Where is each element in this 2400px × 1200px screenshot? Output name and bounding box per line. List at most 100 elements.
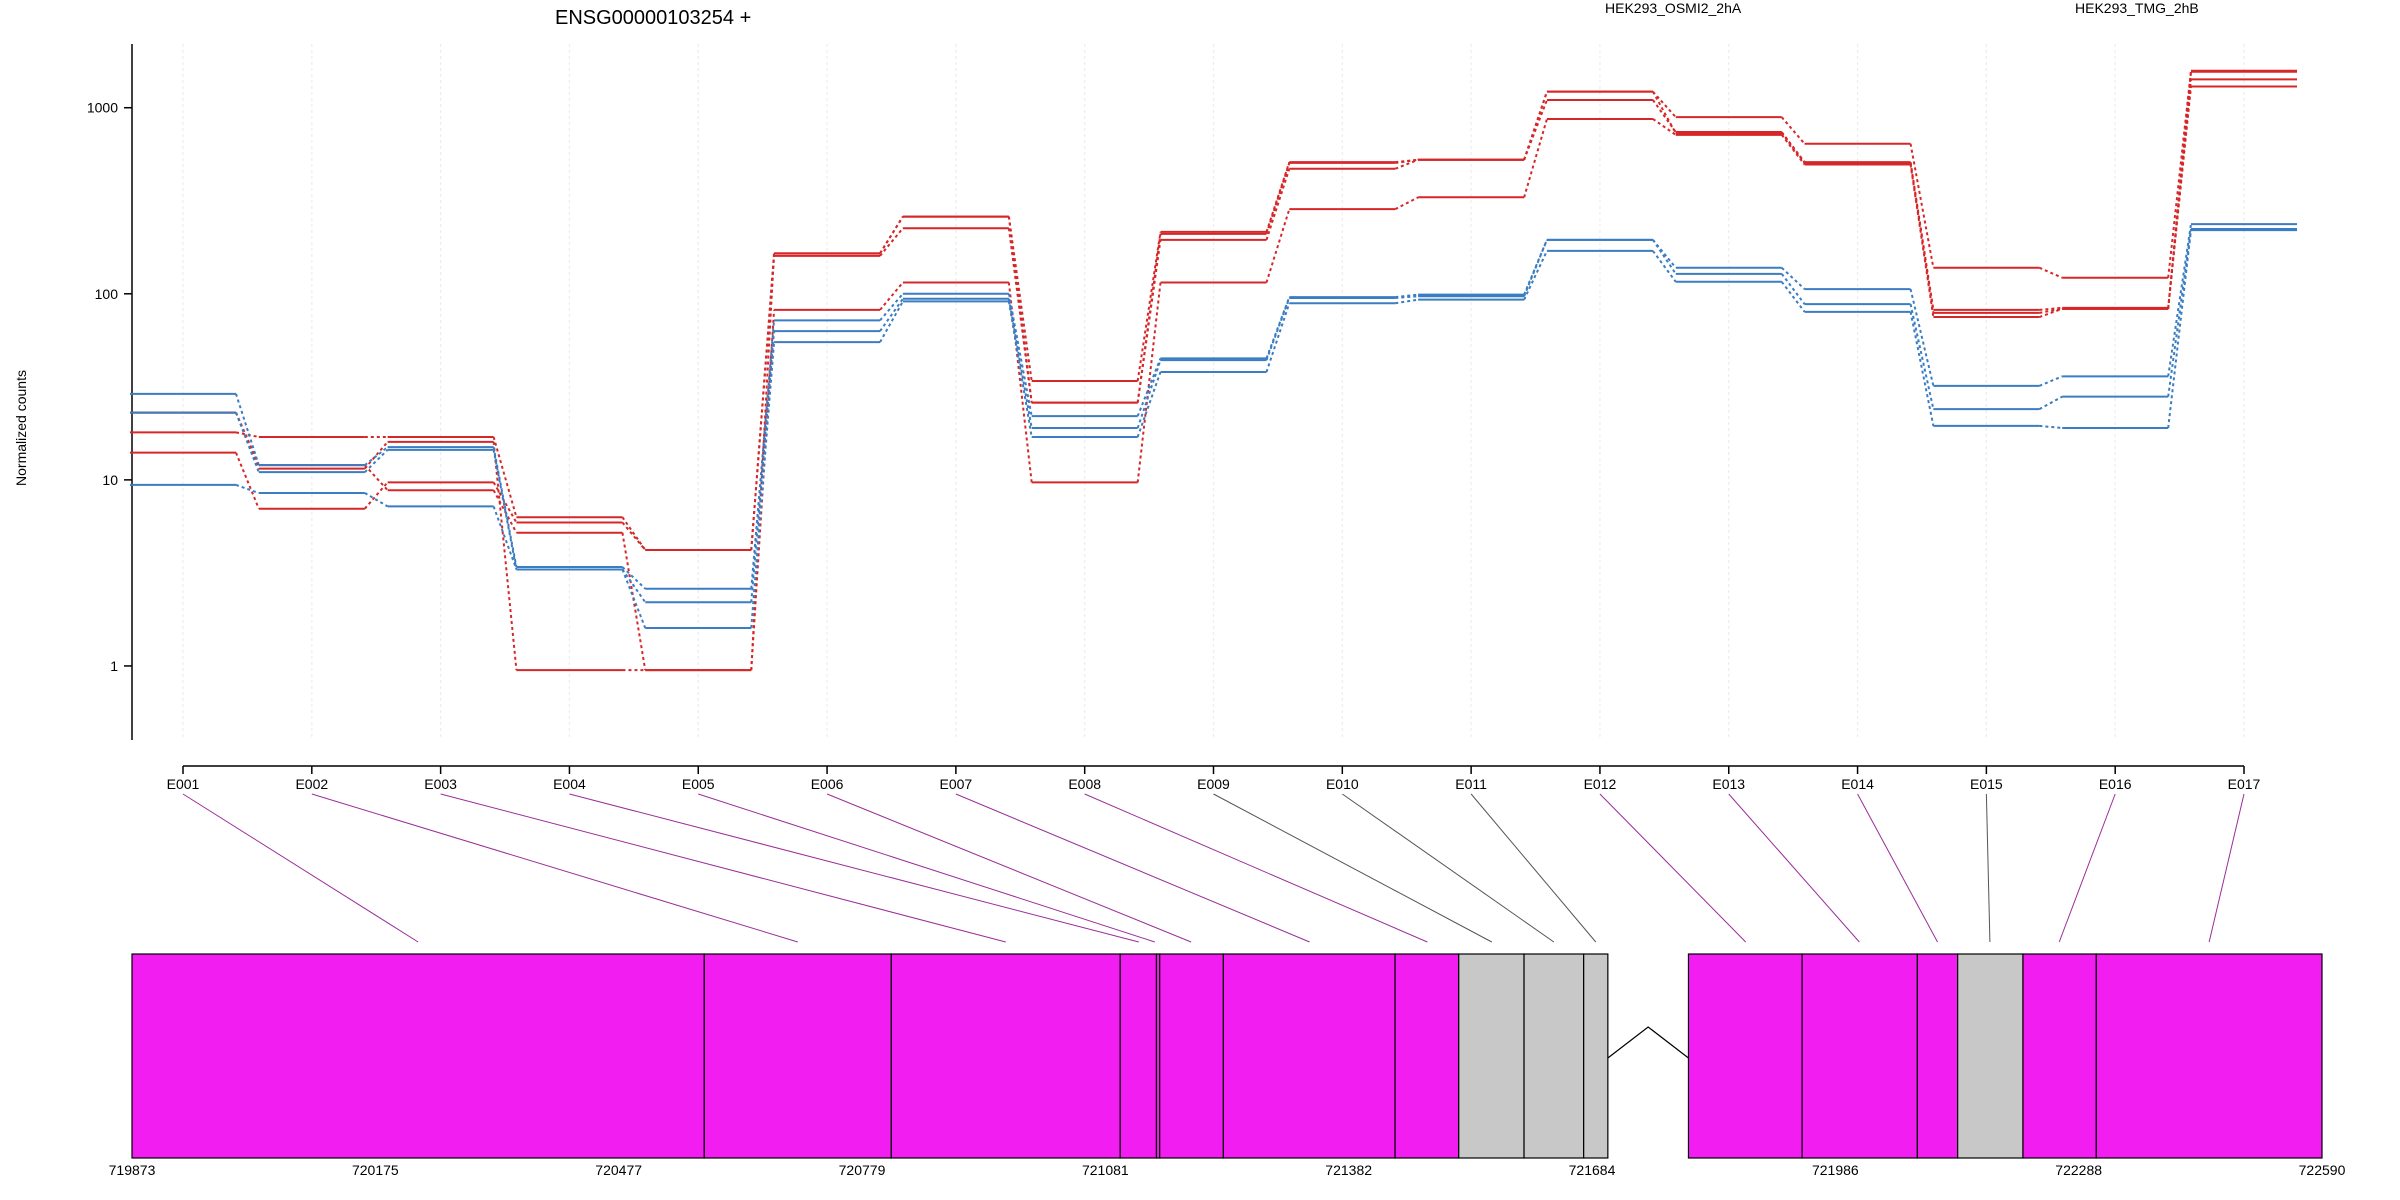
exon-connector [569,793,1139,943]
exon-connector [826,793,1192,943]
coordinate-label: 722288 [2055,1162,2102,1178]
series-connector [879,300,904,343]
series-connector [1265,168,1291,241]
series-connector [2167,223,2192,377]
series-connector [2167,71,2192,309]
series-connector [1652,99,1677,133]
series-connector [364,481,389,510]
series-connector [2039,424,2063,429]
coordinate-label: 719873 [109,1162,156,1178]
series-connector [2038,266,2063,279]
series-connector [1007,298,1033,429]
coordinate-label: 720175 [352,1162,399,1178]
y-tick-label: 1 [110,658,118,674]
series-connector [1652,250,1677,283]
coordinate-label: 720779 [839,1162,886,1178]
series-connector [1395,298,1419,305]
series-connector [1652,239,1677,269]
x-tick-label: E010 [1326,776,1359,792]
series-connector [621,516,647,551]
x-tick-label: E002 [295,776,328,792]
series-connector [492,481,518,524]
exon-block [1458,953,1525,1159]
series-connector [1652,91,1677,134]
coordinate-label: 721986 [1812,1162,1859,1178]
coordinate-axis: 719873 720175 720477 720779 721081 721382 7216… [109,1162,2346,1178]
series-connector [1265,302,1291,373]
y-tick-label: 10 [102,472,118,488]
series-connector [621,569,647,629]
exon-connector [1599,793,1747,943]
exon-connector [1084,793,1428,943]
series-connector [364,441,389,470]
series-line [130,85,2297,672]
x-tick-label: E003 [424,776,457,792]
exon-block [1583,953,1609,1159]
exon-block [1394,953,1460,1159]
exon-block [2022,953,2097,1159]
series-connector [621,566,646,590]
y-axis-label: Normalized counts [13,370,29,486]
series-connector [1265,297,1291,361]
series-connector [879,298,904,332]
x-tick-label: E001 [167,776,200,792]
series-connector [879,216,904,254]
exon-connector [1728,793,1860,943]
series-connector [2167,70,2192,278]
x-tick-label: E006 [811,776,844,792]
exon-connector [1857,793,1938,943]
x-tick-label: E009 [1197,776,1230,792]
series-connector [364,446,389,466]
legend-label-osmi2: HEK293_OSMI2_2hA [1605,0,1742,16]
x-tick-label: E015 [1970,776,2003,792]
series-connector [364,449,389,473]
series-connector [492,441,518,671]
series-connector [492,449,518,570]
series-connector [1007,293,1033,417]
series-connector [1780,273,1806,305]
series-connector [750,255,776,551]
y-axis: 1 10 100 1000 [87,44,133,740]
series-connector [1136,231,1162,382]
x-tick-label: E011 [1455,776,1487,792]
exon-block [1916,953,1959,1159]
exon-connector [955,793,1310,943]
x-tick-label: E004 [553,776,586,792]
series-connector [879,227,904,257]
exon-block [1801,953,1918,1159]
y-tick-label: 100 [95,286,119,302]
series-connector [621,521,647,551]
series-connector [1394,196,1419,211]
series-connector [1780,132,1806,164]
x-tick-label: E012 [1584,776,1617,792]
x-tick-label: E007 [940,776,973,792]
series-connector [2038,375,2063,387]
series-connector [1265,208,1291,283]
series-connector [1265,162,1291,235]
series-connector [2038,395,2063,411]
series-connector [1523,239,1548,297]
exon-connector [2208,793,2245,943]
series-connector [235,431,260,438]
exon-connector [1985,793,1991,943]
series-connector [1007,301,1033,438]
exon-block [1523,953,1585,1159]
exon-block [1687,953,1803,1159]
series-connector [750,342,776,629]
series-connector [1780,134,1806,166]
series-connector [2167,228,2192,397]
series-connector [1909,164,1935,318]
coordinate-label: 721684 [1569,1162,1616,1178]
series-connector [1652,118,1677,136]
exon-block [703,953,892,1159]
coordinate-label: 720477 [595,1162,642,1178]
series-connector [235,483,260,494]
series-connector [1780,281,1806,313]
series-connector [1652,239,1677,275]
series-connector [1523,250,1548,301]
series-connector [1909,311,1935,427]
series-layer [130,69,2297,672]
series-connector [1395,293,1419,299]
series-connector [1523,91,1548,161]
